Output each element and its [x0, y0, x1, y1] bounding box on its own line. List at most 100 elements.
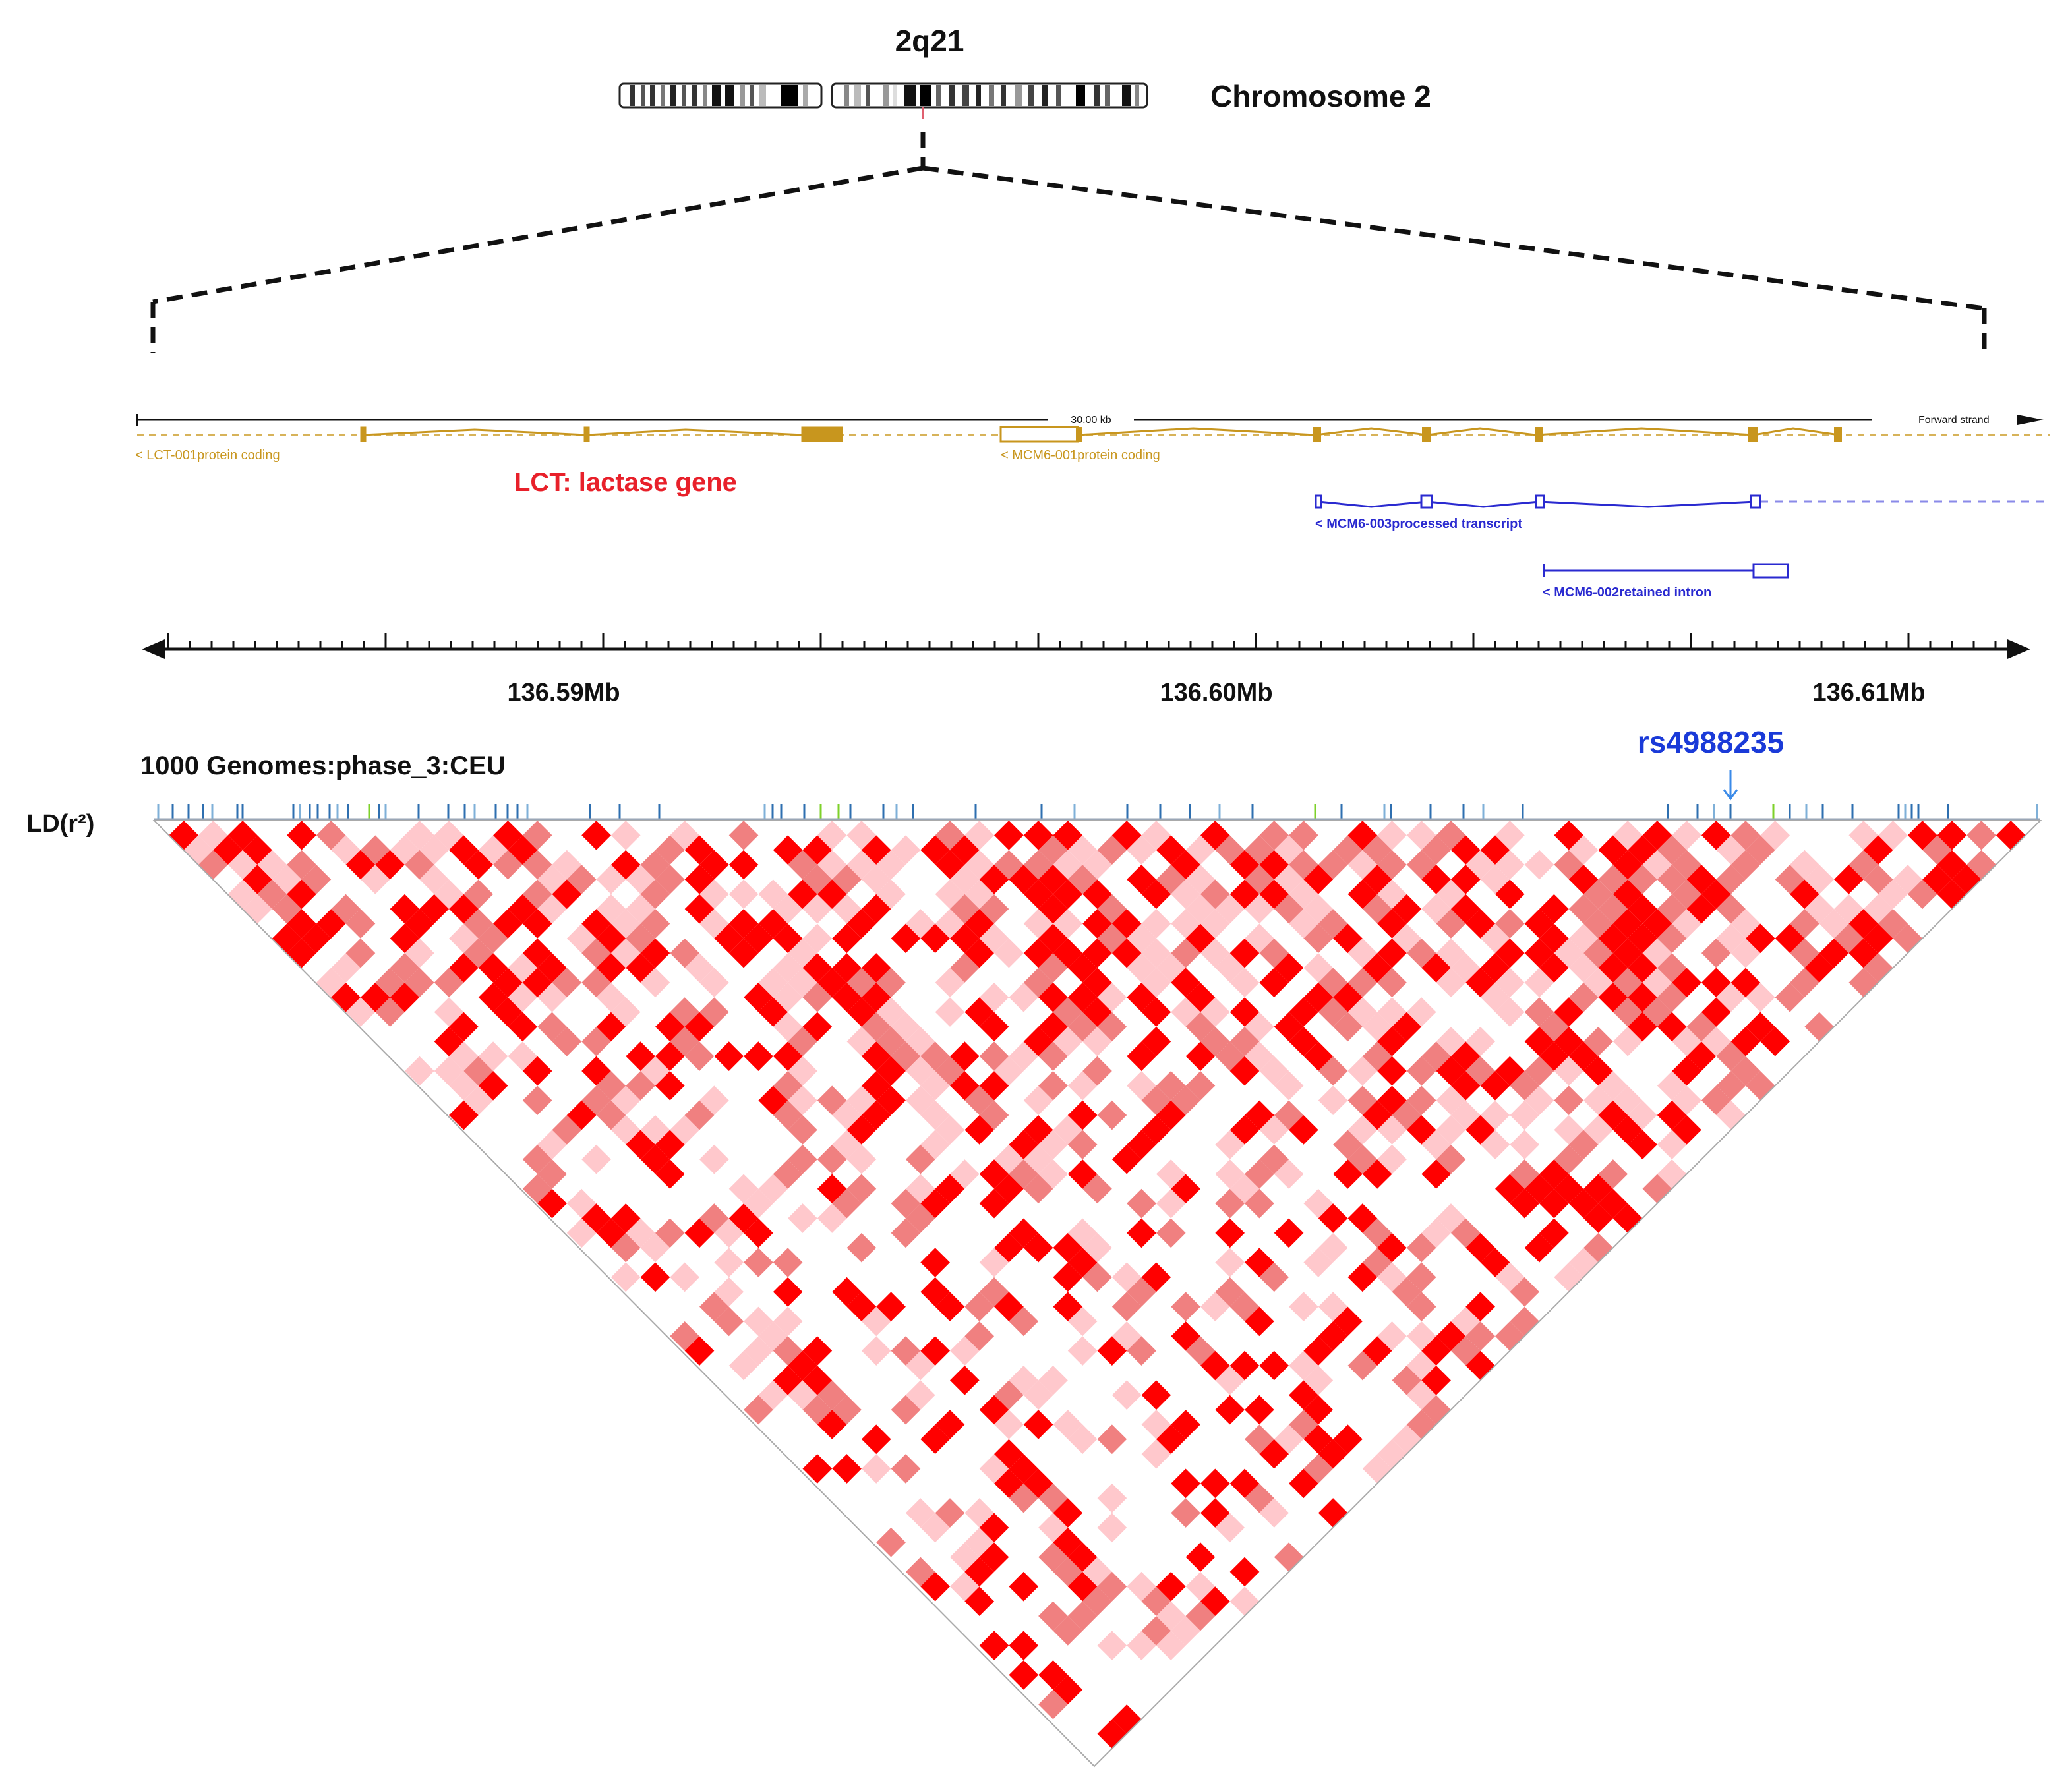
ld-cell [1067, 1130, 1098, 1160]
ld-cell [287, 821, 316, 850]
ld-cell [1111, 1380, 1142, 1410]
ld-cell [1038, 1159, 1068, 1189]
ld-cell [1229, 968, 1260, 998]
ld-cell [1406, 1085, 1436, 1116]
ld-cell [1318, 1203, 1348, 1233]
ld-cell [404, 938, 434, 968]
ld-cell [1377, 1144, 1407, 1174]
ld-cell [714, 1277, 744, 1307]
ld-cell [1303, 1366, 1334, 1395]
ld-cell [1628, 1100, 1657, 1130]
ld-cell [714, 1248, 744, 1277]
ld-cell [935, 997, 965, 1027]
ld-cell [655, 865, 685, 894]
ld-cell [699, 968, 729, 998]
ld-cell [744, 1218, 773, 1248]
ld-cell [478, 1041, 508, 1071]
ld-plot: 1000 Genomes:phase_3:CEU rs4988235 LD(r²… [26, 725, 2042, 1768]
ld-cell [846, 1232, 877, 1263]
ld-cell [1171, 1174, 1200, 1204]
ld-cell [522, 1085, 552, 1116]
ld-cell [1171, 1468, 1200, 1499]
ld-cell [1215, 1248, 1245, 1277]
ld-cell [1494, 879, 1525, 910]
ld-cell [1067, 1424, 1098, 1455]
ld-cell [744, 1248, 773, 1277]
ld-cell [979, 1631, 1009, 1661]
ld-cell [1760, 1026, 1790, 1056]
ld-cell [1421, 1366, 1451, 1395]
ld-cell [935, 1410, 965, 1439]
ld-cell [1023, 1232, 1053, 1263]
population-label: 1000 Genomes:phase_3:CEU [140, 751, 506, 780]
ld-cell [1215, 1395, 1245, 1425]
ld-cell [1141, 997, 1171, 1027]
ld-cell [1156, 1571, 1186, 1602]
ld-cell [1274, 1070, 1304, 1101]
ld-cell [1215, 1513, 1245, 1543]
ld-cell [1524, 850, 1554, 880]
ld-cell [935, 1498, 965, 1528]
ld-cell [1303, 1395, 1334, 1425]
ld-cell [1804, 1012, 1835, 1042]
ld-cell [876, 1085, 906, 1116]
ld-cell [1377, 850, 1407, 880]
ld-cell [1996, 821, 2026, 850]
ld-cell [994, 938, 1024, 968]
ld-cell [1568, 835, 1599, 865]
axis-right-arrow-icon [2007, 639, 2030, 659]
ld-cell [1067, 1306, 1098, 1337]
ld-cell [1097, 1513, 1127, 1543]
ld-cell [1082, 1174, 1112, 1204]
ld-cell [949, 1366, 980, 1395]
ld-cell [1245, 1012, 1274, 1042]
ld-cell [920, 1571, 950, 1602]
ld-triangle-outline [152, 820, 2042, 1768]
ld-cell [522, 1056, 552, 1086]
ld-cell [802, 1012, 833, 1042]
ld-cell [640, 909, 670, 939]
ld-cell [1274, 1218, 1304, 1248]
ld-cell [552, 968, 582, 998]
ld-cell [964, 1321, 995, 1351]
ld-cell [1185, 1070, 1216, 1101]
ld-cell [1156, 1218, 1186, 1248]
ld-cell [964, 821, 995, 850]
axis-left-arrow-icon [142, 639, 165, 659]
snp-marker-ticks [157, 804, 2038, 819]
ld-cell [788, 1203, 817, 1233]
ld-cell [1672, 968, 1701, 998]
ld-cell [1200, 997, 1230, 1027]
ld-cell [1259, 1350, 1289, 1381]
ld-cell [979, 894, 1009, 924]
ld-cell [1539, 894, 1569, 924]
ld-cell [1229, 1350, 1260, 1381]
ld-cell [1097, 1424, 1127, 1455]
ld-cell [1318, 1085, 1348, 1116]
ld-cell [979, 1100, 1009, 1130]
ld-cell [699, 879, 729, 910]
ld-cell [655, 1070, 685, 1101]
ld-cell [1510, 1130, 1540, 1160]
ld-cell [1494, 909, 1525, 939]
axis-tick-label: 136.60Mb [1160, 679, 1272, 707]
ld-cell [1097, 1100, 1127, 1130]
ld-cell [1053, 909, 1083, 939]
ld-cell [935, 1292, 965, 1321]
ld-cell [714, 1041, 744, 1071]
ld-cell [1097, 1571, 1127, 1602]
ld-cell [1274, 953, 1304, 983]
ld-cell [1245, 1306, 1274, 1337]
ld-cell [699, 997, 729, 1027]
ld-cell [581, 821, 611, 850]
ld-cell [1082, 1232, 1112, 1263]
ld-cell [1097, 1012, 1127, 1042]
ld-cell [1494, 938, 1525, 968]
ld-cell [1200, 1586, 1230, 1616]
ld-cell [1480, 1100, 1510, 1130]
ld-cell [876, 1292, 906, 1321]
ld-cell [1598, 1159, 1628, 1189]
ld-cell [861, 1424, 891, 1455]
ld-cell [1494, 850, 1525, 880]
